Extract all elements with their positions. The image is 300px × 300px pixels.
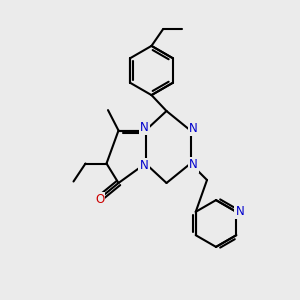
Text: N: N [140,159,148,172]
Text: N: N [140,121,149,134]
Text: O: O [95,193,104,206]
Text: N: N [189,122,198,135]
Text: N: N [236,205,244,218]
Text: N: N [189,158,198,172]
